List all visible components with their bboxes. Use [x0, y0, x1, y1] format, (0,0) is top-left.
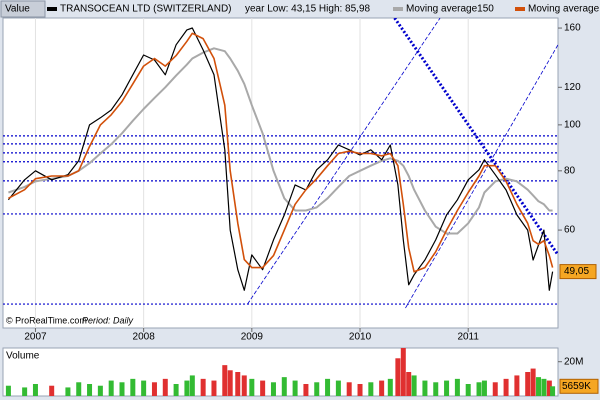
x-tick-label: 2007: [24, 332, 47, 343]
volume-bar: [281, 377, 287, 396]
volume-bar: [492, 382, 498, 396]
legend-label: Moving average: [528, 4, 600, 15]
volume-bar: [433, 382, 439, 396]
volume-bar: [465, 384, 471, 396]
volume-bar: [379, 380, 385, 396]
plot-area: [2, 17, 559, 329]
volume-bar: [32, 384, 38, 396]
volume-bar: [525, 372, 531, 396]
legend-label: TRANSOCEAN LTD (SWITZERLAND): [60, 4, 232, 15]
volume-bar: [141, 380, 147, 396]
price-marker: [559, 264, 597, 280]
volume-bar: [189, 375, 195, 396]
y-tick-label: 160: [564, 23, 581, 34]
period: Period: Daily: [82, 315, 134, 325]
legend-tag: Value: [5, 4, 30, 15]
volume-bar: [400, 348, 406, 396]
trend-line: [405, 44, 558, 309]
volume-bar: [97, 385, 103, 396]
volume-bar: [200, 378, 206, 396]
volume-bar: [260, 380, 266, 396]
volume-bar: [550, 386, 556, 396]
legend-label: Moving average150: [406, 4, 494, 15]
series-line: [8, 47, 553, 235]
volume-bar: [325, 378, 331, 396]
volume-bar: [395, 358, 401, 396]
volume-bar: [444, 380, 450, 396]
volume-bar: [173, 384, 179, 396]
y-tick-label: 120: [564, 82, 581, 93]
series-line: [8, 32, 554, 273]
volume-bar: [184, 380, 190, 396]
volume-bar: [546, 380, 552, 396]
volume-bar: [130, 378, 136, 396]
legend-swatch: [47, 7, 57, 11]
volume-bar: [49, 385, 55, 396]
volume-bar: [76, 382, 82, 396]
x-tick-label: 2008: [133, 332, 156, 343]
volume-bar: [357, 384, 363, 396]
volume-bar: [368, 382, 374, 396]
trend-line: [247, 18, 441, 305]
volume-bar: [292, 380, 298, 396]
volume-bar: [422, 380, 428, 396]
volume-bar: [541, 378, 547, 396]
volume-bar: [530, 368, 536, 396]
volume-bar: [87, 384, 93, 396]
x-tick-label: 2011: [457, 332, 479, 343]
volume-bar: [227, 370, 233, 396]
volume-bar: [5, 385, 11, 396]
legend-swatch: [515, 7, 525, 11]
volume-bar: [314, 382, 320, 396]
x-tick-label: 2009: [241, 332, 264, 343]
x-tick-label: 2010: [349, 332, 372, 343]
volume-bar: [22, 387, 28, 396]
volume-bar: [249, 378, 255, 396]
volume-marker: [559, 378, 599, 394]
y-tick-label: 60: [564, 225, 576, 236]
volume-bar: [481, 380, 487, 396]
volume-bar: [503, 378, 509, 396]
volume-bar: [119, 382, 125, 396]
y-tick-label: 80: [564, 165, 576, 176]
volume-bar: [454, 378, 460, 396]
volume-bar: [303, 384, 309, 396]
y-tick-label: 100: [564, 120, 581, 131]
footer: © ProRealTime.com: [6, 315, 87, 325]
volume-bar: [162, 378, 168, 396]
volume-marker-label: 5659K: [562, 381, 591, 392]
volume-bar: [335, 380, 341, 396]
volume-title: Volume: [6, 351, 40, 362]
volume-bar: [346, 382, 352, 396]
volume-area: [2, 347, 559, 397]
volume-bar: [65, 387, 71, 396]
volume-bar: [411, 375, 417, 396]
volume-bar: [536, 377, 542, 396]
volume-bar: [241, 375, 247, 396]
year-range: year Low: 43,15 High: 85,98: [245, 4, 371, 15]
volume-bar: [476, 382, 482, 396]
volume-bar: [270, 382, 276, 396]
volume-bar: [222, 365, 228, 396]
volume-bar: [108, 380, 114, 396]
volume-bar: [151, 382, 157, 396]
volume-bar: [211, 380, 217, 396]
legend-swatch: [393, 7, 403, 11]
volume-bar: [514, 375, 520, 396]
volume-bar: [387, 378, 393, 396]
y-tick-label: 20M: [564, 356, 583, 367]
volume-bar: [406, 372, 412, 396]
volume-bar: [235, 372, 241, 396]
price-marker-label: 49,05: [564, 266, 589, 277]
legend-tag-box: [0, 0, 46, 18]
